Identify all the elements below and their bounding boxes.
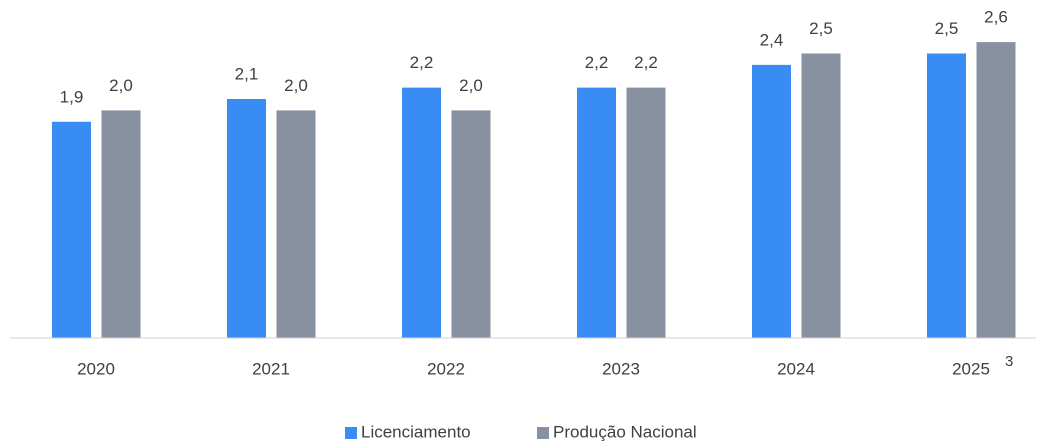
bar xyxy=(976,42,1016,339)
bar xyxy=(752,64,791,339)
bar xyxy=(801,53,841,338)
bar xyxy=(626,87,666,338)
data-label: 2,1 xyxy=(235,64,259,83)
x-tick-label: 2020 xyxy=(77,359,115,378)
data-label: 1,9 xyxy=(60,87,84,106)
footnote-marker: 3 xyxy=(1005,353,1013,370)
data-label: 2,0 xyxy=(459,76,483,95)
data-label: 2,5 xyxy=(809,19,833,38)
x-tick-label: 2024 xyxy=(777,359,815,378)
legend-swatch xyxy=(537,427,549,439)
x-tick-label: 2022 xyxy=(427,359,465,378)
bar xyxy=(52,121,91,338)
data-label: 2,0 xyxy=(109,76,133,95)
bar xyxy=(927,53,966,338)
data-label: 2,5 xyxy=(935,19,959,38)
legend-label: Licenciamento xyxy=(361,422,471,441)
data-label: 2,2 xyxy=(634,53,658,72)
bar xyxy=(276,110,316,339)
legend-label: Produção Nacional xyxy=(553,422,697,441)
bar xyxy=(101,110,141,339)
x-tick-label: 2021 xyxy=(252,359,290,378)
data-label: 2,2 xyxy=(585,53,609,72)
x-tick-label: 2023 xyxy=(602,359,640,378)
data-label: 2,6 xyxy=(984,8,1008,27)
bar xyxy=(577,87,616,338)
bar xyxy=(402,87,441,338)
data-label: 2,2 xyxy=(410,53,434,72)
bar xyxy=(227,99,266,338)
data-label: 2,4 xyxy=(760,30,784,49)
bar xyxy=(451,110,491,339)
legend-swatch xyxy=(345,427,357,439)
data-label: 2,0 xyxy=(284,76,308,95)
x-tick-label: 2025 xyxy=(952,359,990,378)
